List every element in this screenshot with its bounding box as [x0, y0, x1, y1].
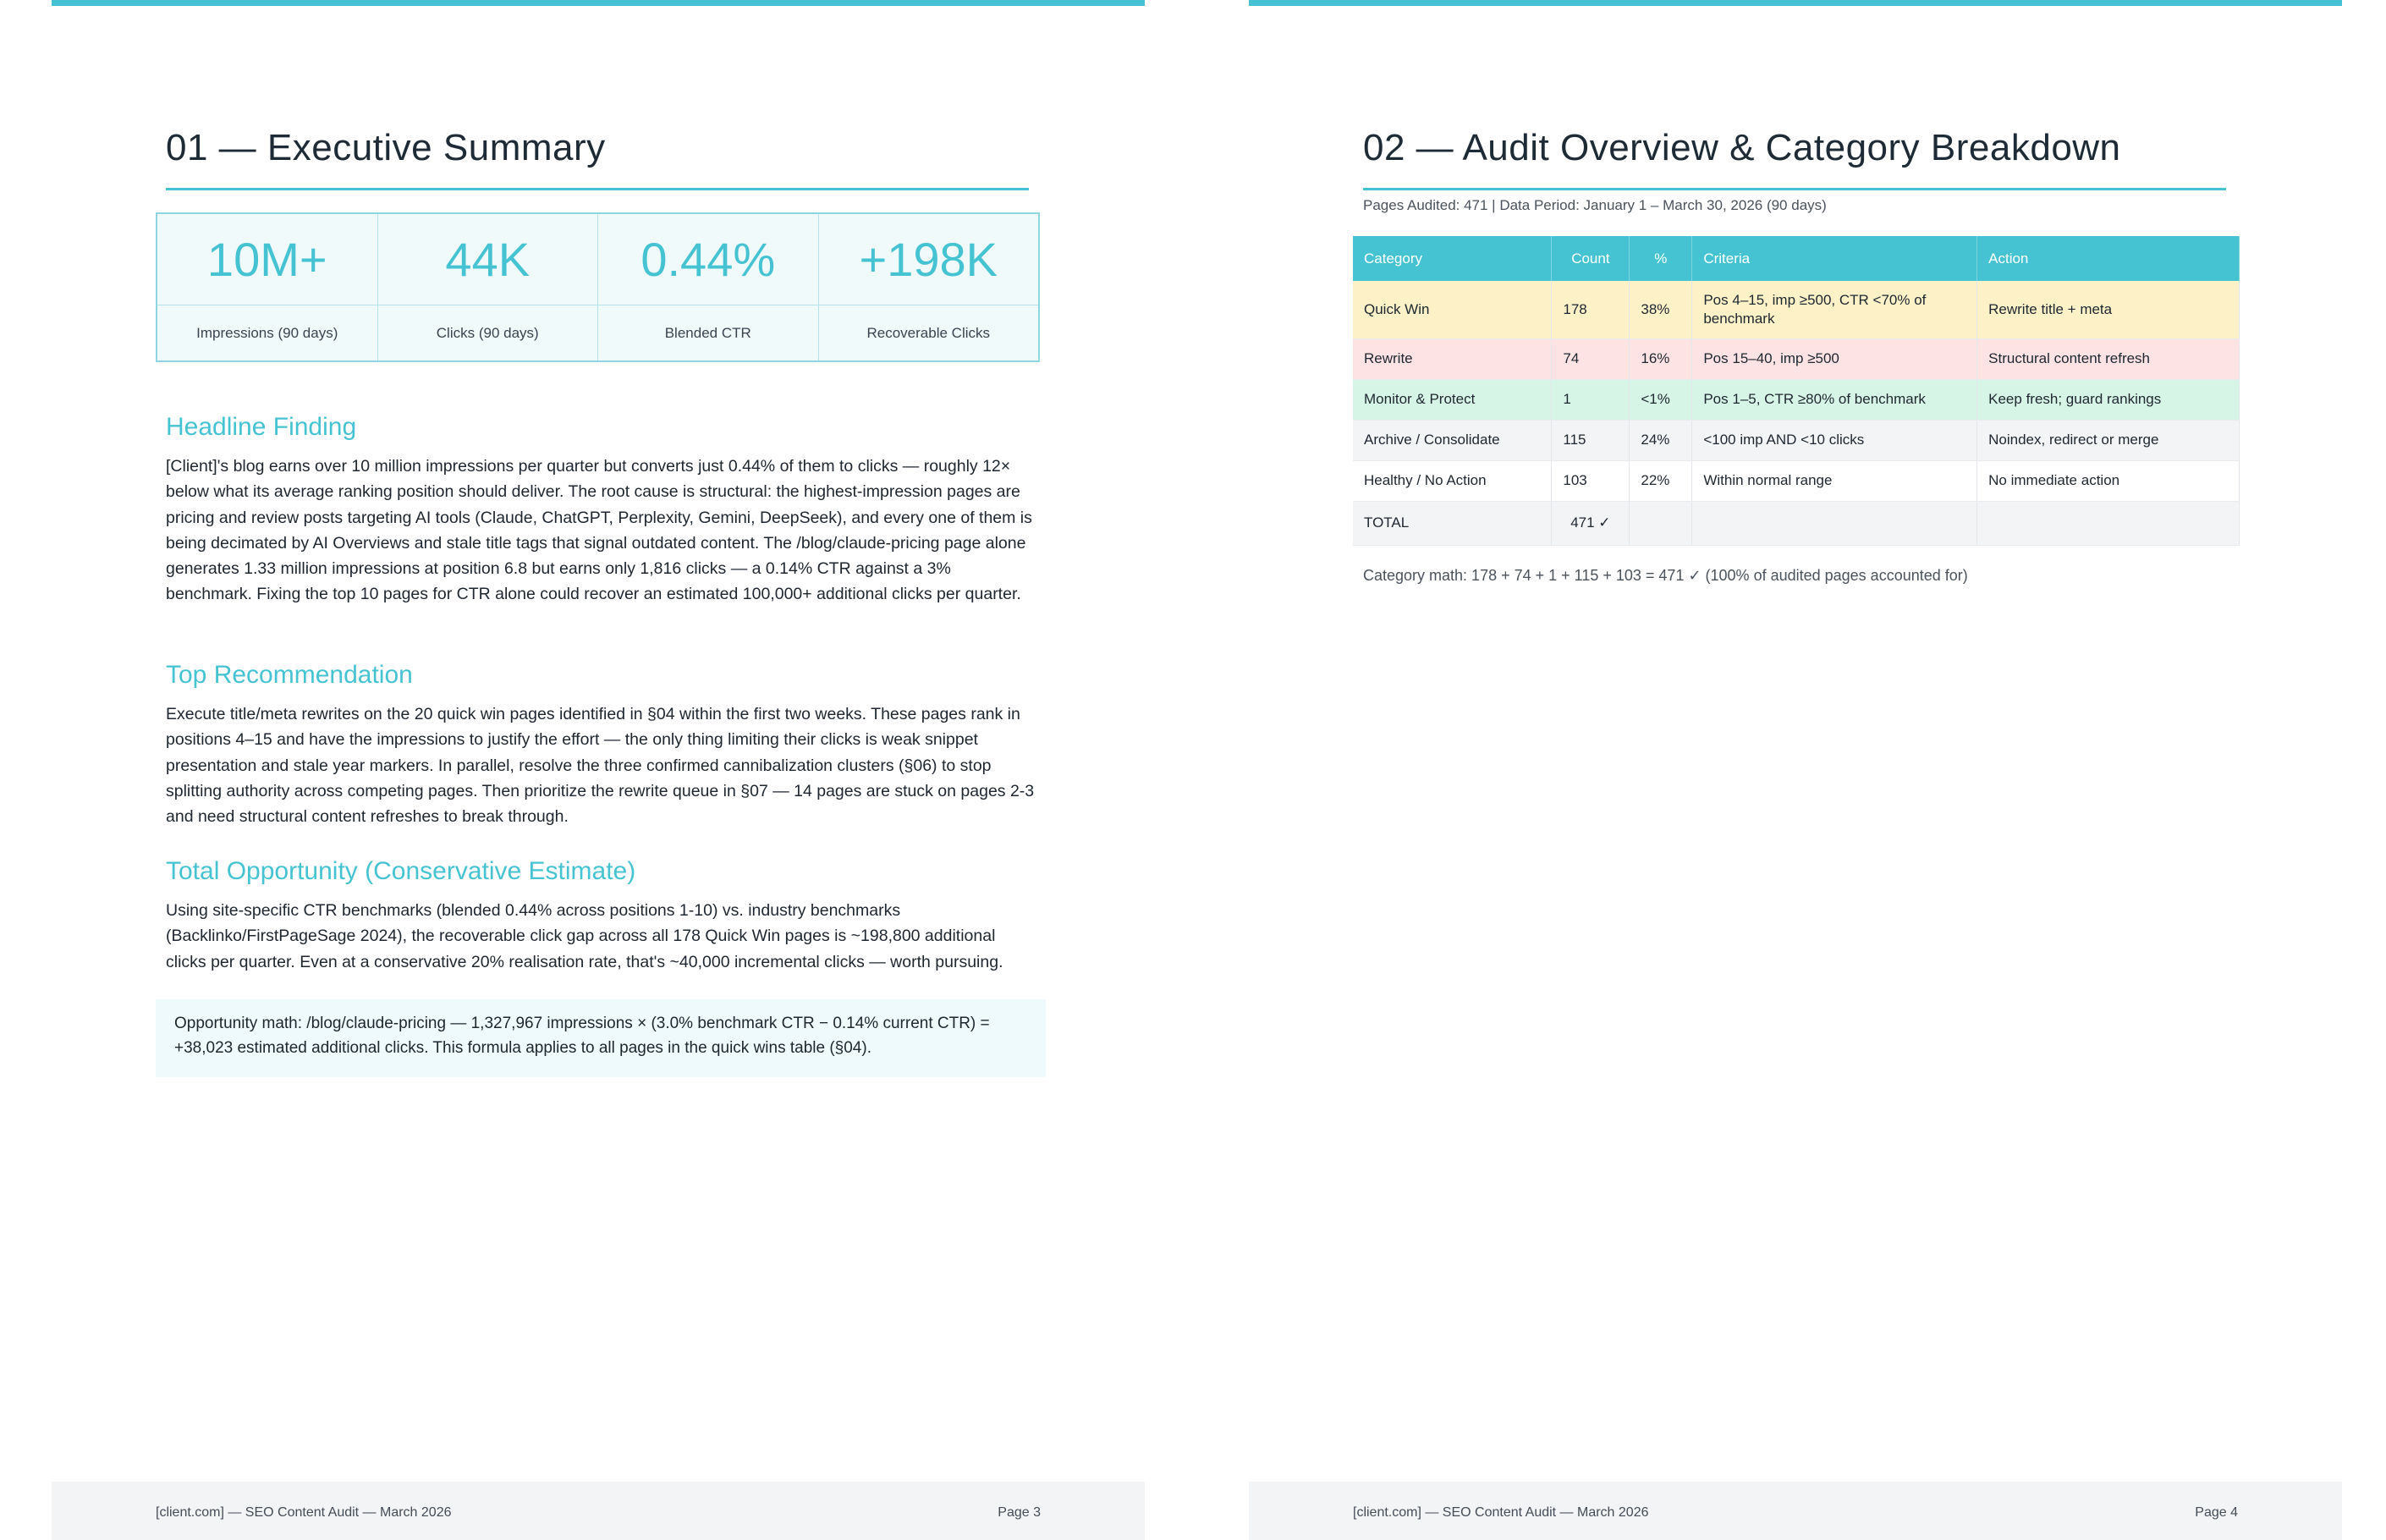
top-recommendation-heading: Top Recommendation [166, 661, 413, 689]
kpi-clicks: 44K Clicks (90 days) [377, 214, 598, 360]
column-header: Count [1551, 236, 1630, 281]
opportunity-math-callout: Opportunity math: /blog/claude-pricing —… [156, 999, 1046, 1077]
page-top-accent-bar [52, 0, 1145, 6]
table-cell: <1% [1629, 379, 1693, 421]
kpi-label: Impressions (90 days) [196, 324, 338, 341]
table-cell: Rewrite title + meta [1976, 281, 2240, 339]
table-cell: 178 [1551, 281, 1630, 339]
table-cell: Quick Win [1353, 281, 1553, 339]
table-row-total: TOTAL 471 ✓ [1353, 501, 2240, 546]
column-header: % [1629, 236, 1693, 281]
column-header: Category [1353, 236, 1553, 281]
table-cell: Noindex, redirect or merge [1976, 420, 2240, 461]
table-cell: 1 [1551, 379, 1630, 421]
kpi-blended-ctr: 0.44% Blended CTR [598, 214, 819, 360]
page-4: 02 — Audit Overview & Category Breakdown… [1249, 0, 2342, 1540]
kpi-impressions: 10M+ Impressions (90 days) [157, 214, 378, 360]
table-cell: No immediate action [1976, 460, 2240, 502]
total-opportunity-text: Using site-specific CTR benchmarks (blen… [166, 901, 1003, 971]
table-cell: 471 ✓ [1551, 501, 1630, 546]
table-cell: TOTAL [1353, 501, 1553, 546]
page-footer: [client.com] — SEO Content Audit — March… [52, 1482, 1145, 1540]
table-cell [1691, 501, 1978, 546]
table-cell: 103 [1551, 460, 1630, 502]
kpi-value: +198K [818, 214, 1038, 305]
table-cell: 24% [1629, 420, 1693, 461]
audit-meta-line: Pages Audited: 471 | Data Period: Januar… [1363, 197, 1827, 213]
kpi-label: Blended CTR [664, 324, 751, 341]
table-cell: 16% [1629, 338, 1693, 380]
kpi-label: Clicks (90 days) [436, 324, 539, 341]
page-top-accent-bar [1249, 0, 2342, 6]
table-row-rewrite: Rewrite 74 16% Pos 15–40, imp ≥500 Struc… [1353, 338, 2240, 380]
table-cell: Within normal range [1691, 460, 1978, 502]
table-cell: Keep fresh; guard rankings [1976, 379, 2240, 421]
headline-finding-heading: Headline Finding [166, 413, 357, 441]
table-row-quick-win: Quick Win 178 38% Pos 4–15, imp ≥500, CT… [1353, 281, 2240, 339]
kpi-summary-box: 10M+ Impressions (90 days) 44K Clicks (9… [156, 212, 1040, 362]
page-footer: [client.com] — SEO Content Audit — March… [1249, 1482, 2342, 1540]
total-opportunity-heading: Total Opportunity (Conservative Estimate… [166, 857, 636, 885]
table-cell: Pos 15–40, imp ≥500 [1691, 338, 1978, 380]
column-header: Criteria [1691, 236, 1978, 281]
table-cell: 74 [1551, 338, 1630, 380]
page-3: 01 — Executive Summary 10M+ Impressions … [52, 0, 1145, 1540]
section-title: 01 — Executive Summary [166, 127, 606, 168]
footer-page-number: Page 4 [2195, 1505, 2238, 1520]
category-math-note: Category math: 178 + 74 + 1 + 115 + 103 … [1363, 567, 1968, 584]
table-cell: Monitor & Protect [1353, 379, 1553, 421]
title-underline [166, 188, 1029, 190]
footer-doc-title: [client.com] — SEO Content Audit — March… [1353, 1505, 1649, 1520]
table-cell [1976, 501, 2240, 546]
table-cell: 115 [1551, 420, 1630, 461]
footer-page-number: Page 3 [998, 1505, 1041, 1520]
top-recommendation-text: Execute title/meta rewrites on the 20 qu… [166, 705, 1035, 827]
table-row-monitor-protect: Monitor & Protect 1 <1% Pos 1–5, CTR ≥80… [1353, 379, 2240, 421]
kpi-label: Recoverable Clicks [866, 324, 991, 341]
footer-doc-title: [client.com] — SEO Content Audit — March… [156, 1505, 452, 1520]
table-cell [1629, 501, 1693, 546]
table-cell: Healthy / No Action [1353, 460, 1553, 502]
table-cell: Pos 1–5, CTR ≥80% of benchmark [1691, 379, 1978, 421]
kpi-value: 44K [377, 214, 597, 305]
table-header-row: Category Count % Criteria Action [1353, 236, 2240, 281]
kpi-value: 0.44% [598, 214, 818, 305]
category-breakdown-table: Category Count % Criteria Action Quick W… [1353, 236, 2240, 546]
table-cell: 38% [1629, 281, 1693, 339]
table-cell: Archive / Consolidate [1353, 420, 1553, 461]
table-cell: Pos 4–15, imp ≥500, CTR <70% of benchmar… [1691, 281, 1978, 339]
kpi-value: 10M+ [157, 214, 377, 305]
kpi-recoverable-clicks: +198K Recoverable Clicks [818, 214, 1038, 360]
table-cell: <100 imp AND <10 clicks [1691, 420, 1978, 461]
column-header: Action [1976, 236, 2240, 281]
table-cell: 22% [1629, 460, 1693, 502]
headline-finding-text: [Client]'s blog earns over 10 million im… [166, 457, 1032, 604]
table-row-healthy: Healthy / No Action 103 22% Within norma… [1353, 460, 2240, 502]
table-row-archive-consolidate: Archive / Consolidate 115 24% <100 imp A… [1353, 420, 2240, 461]
table-cell: Rewrite [1353, 338, 1553, 380]
section-title: 02 — Audit Overview & Category Breakdown [1363, 127, 2121, 168]
table-cell: Structural content refresh [1976, 338, 2240, 380]
title-underline [1363, 188, 2226, 190]
